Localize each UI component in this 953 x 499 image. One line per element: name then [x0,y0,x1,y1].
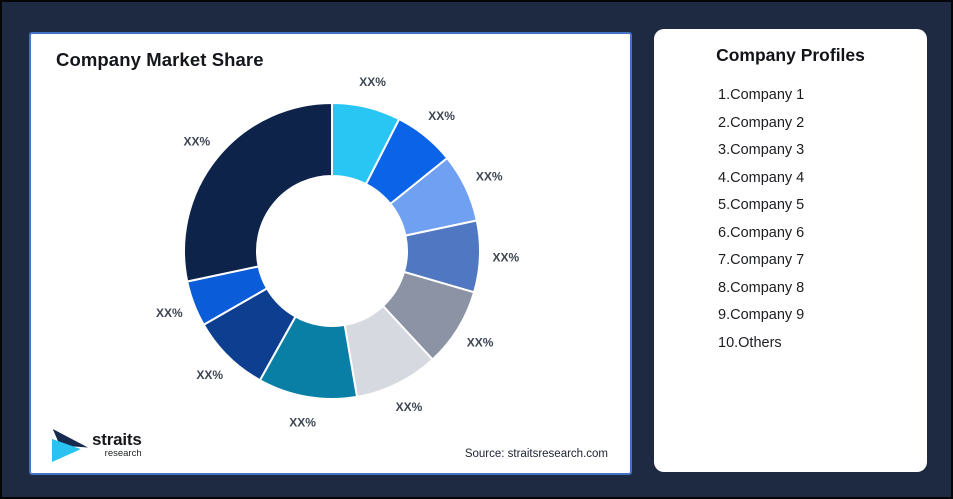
market-share-card: Company Market Share XX% XX% XX% XX% XX% XX% X… [29,32,632,475]
list-item: 4.Company 4 [718,169,805,186]
list-item: 5.Company 5 [718,197,805,213]
list-item: 2.Company 2 [718,114,805,131]
slice-label: XX% [184,134,211,148]
profiles-title: Company Profiles [716,45,865,65]
list-item: 1.Company 1 [718,87,805,103]
company-list: 1.Company 1 2.Company 2 3.Company 3 4.Compa… [654,88,927,351]
source-text: Source: straitsresearch.com [464,448,608,460]
slice-label: XX% [289,416,316,430]
slice-label: XX% [396,400,423,414]
logo-sub-text: research [104,448,142,460]
slice-label: XX% [156,306,183,320]
slice-label: XX% [359,75,386,89]
donut-segment-others [183,102,333,283]
slice-label: XX% [493,251,520,265]
donut-chart: XX% XX% XX% XX% XX% XX% XX% XX% XX% XX% [156,75,520,430]
slice-label: XX% [428,109,455,123]
straits-logo-icon [52,429,88,462]
list-item: 3.Company 3 [718,142,805,158]
logo-brand-text: straits [92,430,142,450]
list-item: 8.Company 8 [718,279,805,296]
chart-title: Company Market Share [56,49,264,70]
list-item: 10.Others [718,334,782,351]
company-profiles-card: Company Profiles 1.Company 1 2.Company 2 3… [654,29,927,472]
slice-label: XX% [196,368,223,382]
list-item: 7.Company 7 [718,252,805,268]
logo-text: straits research [92,431,142,459]
list-item: 6.Company 6 [718,224,805,241]
straits-research-logo: straits research [52,429,142,462]
slice-label: XX% [476,169,503,183]
list-item: 9.Company 9 [718,307,805,323]
slice-label: XX% [467,335,494,349]
